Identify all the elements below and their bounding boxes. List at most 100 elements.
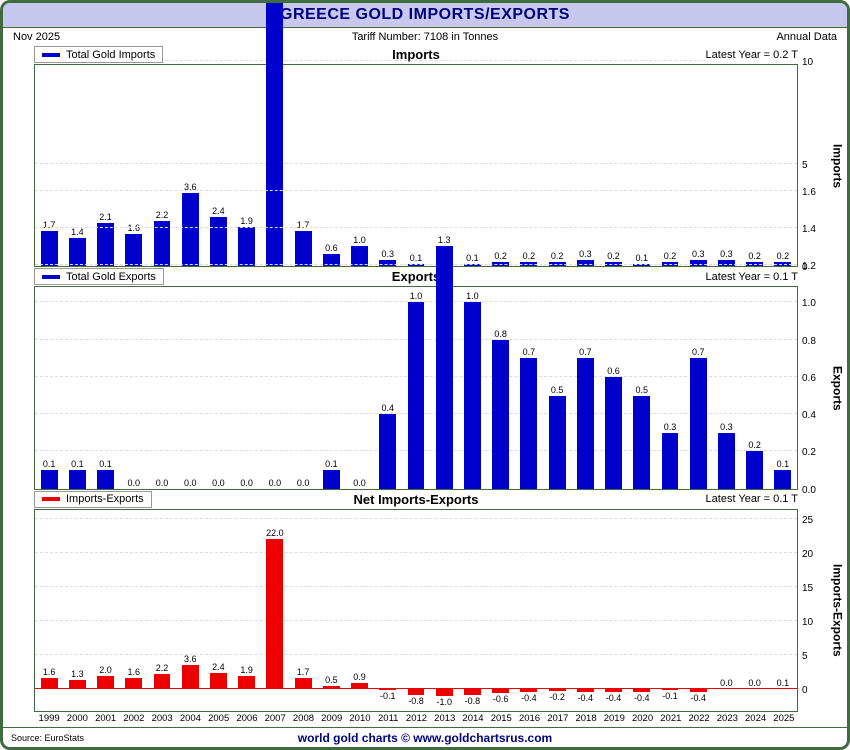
bar-value-label: -0.4 bbox=[634, 692, 650, 703]
bar-value-label: 0.0 bbox=[353, 477, 366, 488]
bar-value-label: -0.8 bbox=[408, 695, 424, 706]
year-label: 2023 bbox=[716, 713, 738, 724]
bar-value-label: 0.1 bbox=[99, 459, 112, 470]
bar bbox=[605, 689, 622, 692]
subheader-bar: Nov 2025 Tariff Number: 7108 in Tonnes A… bbox=[3, 28, 847, 45]
gridline bbox=[35, 585, 797, 587]
bar-value-label: 0.2 bbox=[522, 251, 536, 262]
bar bbox=[238, 227, 256, 267]
bar-value-label: 0.5 bbox=[550, 384, 564, 395]
year-label: 2019 bbox=[603, 713, 625, 724]
chart-panel-head: Total Gold Imports Imports Latest Year =… bbox=[34, 45, 847, 64]
bar-value-label: 0.1 bbox=[776, 459, 790, 470]
y-axis-title: Imports-Exports bbox=[830, 563, 845, 657]
y-tick-label: 10 bbox=[802, 57, 814, 69]
bar bbox=[407, 264, 425, 267]
bar-value-label: -0.2 bbox=[549, 691, 565, 702]
bar-value-label: 2.4 bbox=[212, 206, 225, 217]
bar bbox=[266, 539, 284, 690]
bar bbox=[576, 689, 594, 692]
x-axis: 1999 2000 2001 2002 2003 2004 2005 2006 2007 2008… bbox=[35, 712, 798, 727]
bar bbox=[125, 233, 143, 267]
bar-value-label: -0.4 bbox=[690, 692, 706, 703]
legend-label: Total Gold Imports bbox=[66, 48, 156, 61]
bar-value-label: 0.0 bbox=[183, 477, 197, 488]
legend-swatch bbox=[42, 274, 60, 279]
year-label: 2006 bbox=[236, 713, 258, 724]
bar bbox=[576, 358, 594, 489]
bar-value-label: 0.3 bbox=[663, 421, 677, 432]
bar-value-label: 0.0 bbox=[240, 477, 253, 488]
year-label: 2025 bbox=[773, 713, 795, 724]
bar bbox=[68, 237, 86, 267]
bar-value-label: 3.6 bbox=[183, 653, 197, 664]
latest-year-label: Latest Year = 0.2 T bbox=[705, 48, 798, 61]
bar bbox=[209, 217, 227, 267]
bar-value-label: 0.7 bbox=[522, 347, 536, 358]
gridline bbox=[35, 162, 797, 164]
bar-value-label: 1.0 bbox=[409, 291, 423, 302]
bar-value-label: 1.0 bbox=[466, 291, 479, 302]
bar bbox=[407, 302, 425, 489]
year-label: 2008 bbox=[292, 713, 315, 724]
bar bbox=[322, 470, 340, 489]
bar-value-label: 0.1 bbox=[42, 459, 56, 470]
year-label: 2004 bbox=[179, 713, 201, 724]
bar-value-label: -0.1 bbox=[662, 690, 678, 701]
y-tick-label: 0 bbox=[802, 685, 808, 697]
y-tick-label: 5 bbox=[802, 651, 808, 663]
bar bbox=[209, 672, 227, 690]
y-tick-label: 1.0 bbox=[802, 298, 816, 310]
chart-title: Net Imports-Exports bbox=[353, 491, 479, 507]
bar-value-label: 1.6 bbox=[127, 667, 141, 678]
page-title: GREECE GOLD IMPORTS/EXPORTS bbox=[280, 6, 570, 23]
bar-value-label: -0.4 bbox=[521, 692, 537, 703]
bar-value-label: 0.0 bbox=[268, 477, 282, 488]
tariff-label: Tariff Number: 7108 in Tonnes bbox=[351, 30, 499, 43]
bar-value-label: 0.4 bbox=[381, 403, 395, 414]
annual-data-label: Annual Data bbox=[776, 30, 837, 43]
latest-year-label: Latest Year = 0.1 T bbox=[705, 493, 798, 506]
bar-value-label: -1.0 bbox=[436, 697, 452, 707]
bar-value-label: 0.7 bbox=[579, 347, 592, 358]
bar-value-label: 0.2 bbox=[607, 251, 620, 262]
bar bbox=[689, 689, 707, 692]
bar bbox=[605, 376, 622, 489]
date-label: Nov 2025 bbox=[13, 30, 61, 43]
page-title-bar: GREECE GOLD IMPORTS/EXPORTS bbox=[3, 3, 847, 28]
plot-area: 0.1 0.1 0.1 0.0 0.0 0.0 0.0 0.0 0.0 0.0 0.1 0.0 0.4 1… bbox=[34, 189, 798, 490]
bar-value-label: 0.3 bbox=[720, 249, 733, 260]
legend-label: Total Gold Exports bbox=[66, 270, 156, 283]
bar bbox=[548, 689, 566, 691]
chart-panel-head: Imports-Exports Net Imports-Exports Late… bbox=[34, 490, 847, 509]
y-tick-label: 5 bbox=[802, 159, 808, 171]
legend-label: Imports-Exports bbox=[66, 493, 144, 506]
bar bbox=[40, 470, 58, 489]
bar-value-label: 0.2 bbox=[776, 251, 790, 262]
bar-value-label: 0.2 bbox=[748, 440, 761, 451]
bar-value-label: 0.3 bbox=[720, 421, 733, 432]
bar bbox=[576, 260, 594, 267]
bar bbox=[181, 192, 199, 267]
bar bbox=[322, 254, 340, 267]
bar bbox=[322, 685, 340, 690]
bar bbox=[407, 689, 425, 695]
bar-value-label: -0.1 bbox=[380, 690, 396, 701]
bar bbox=[435, 246, 453, 489]
y-tick-label: 0.8 bbox=[802, 335, 816, 347]
bar-value-label: -0.6 bbox=[492, 694, 509, 705]
bar bbox=[548, 395, 566, 489]
y-tick-label: 0.0 bbox=[802, 484, 816, 496]
bar-value-label: 0.2 bbox=[663, 251, 677, 262]
y-tick-label: 1.6 bbox=[802, 186, 816, 198]
gridline bbox=[35, 264, 797, 266]
plot-area: 1.71.42.11.62.23.62.41.922.01.70.61.00.3… bbox=[34, 3, 798, 268]
chart-title: Exports bbox=[391, 269, 441, 285]
bar-value-label: 0.9 bbox=[353, 672, 366, 683]
bar-value-label: -0.4 bbox=[577, 692, 594, 703]
bar bbox=[294, 231, 312, 267]
bar bbox=[746, 451, 764, 489]
bar-value-label: 0.6 bbox=[607, 365, 620, 376]
year-label: 2016 bbox=[518, 713, 541, 724]
